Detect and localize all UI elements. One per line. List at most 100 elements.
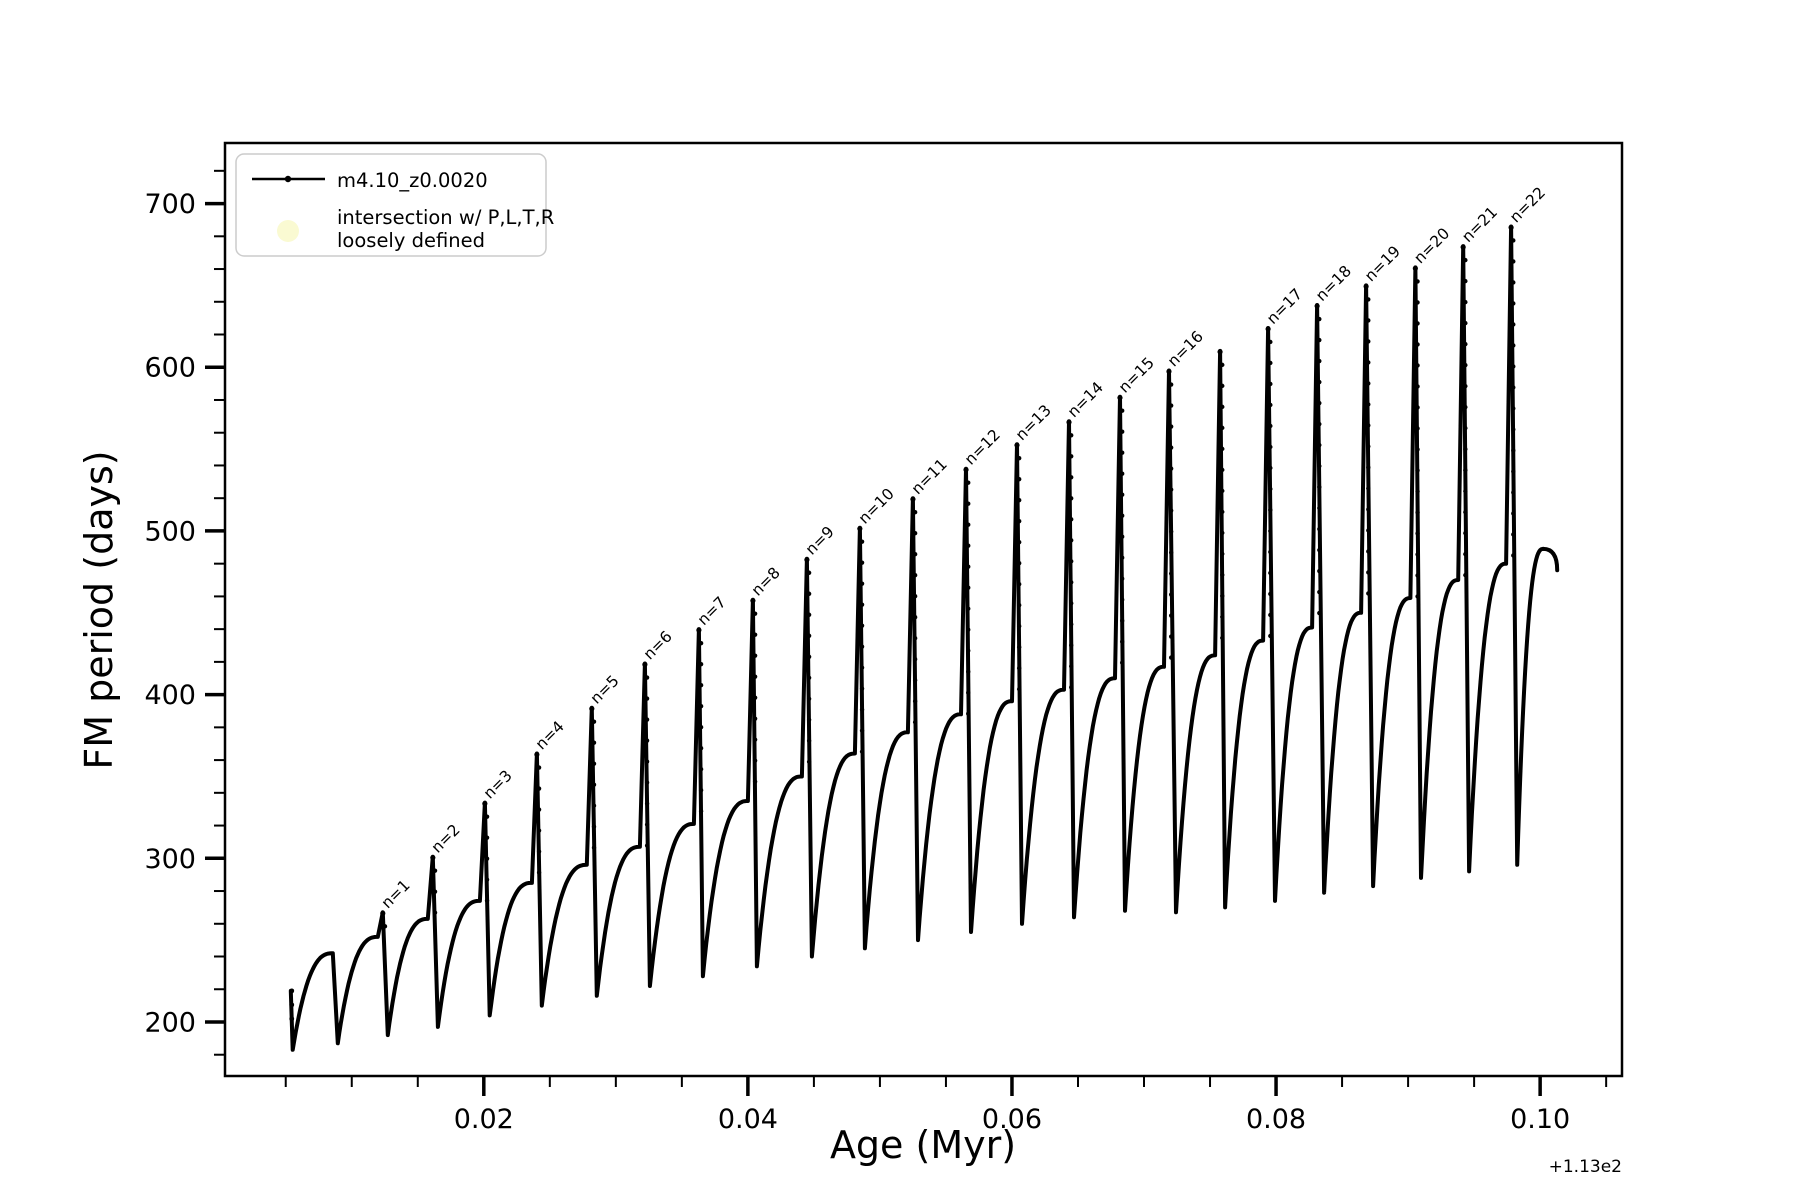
data-point-marker <box>698 787 704 793</box>
y-axis-label: FM period (days) <box>77 450 121 769</box>
data-point-marker <box>1119 618 1125 623</box>
data-point-marker <box>857 526 863 532</box>
data-point-marker <box>912 572 918 578</box>
data-point-marker <box>912 719 918 725</box>
data-point-marker <box>1463 383 1468 389</box>
data-curve <box>288 224 1560 1052</box>
data-point-marker <box>1220 635 1225 641</box>
data-point-marker <box>484 814 490 819</box>
data-point-marker <box>1463 509 1468 515</box>
data-point-marker <box>1317 610 1322 616</box>
data-point-marker <box>589 706 595 712</box>
axis-tick-labels: 0.02 0.04 0.06 0.08 0.10 200 300 400 500 600 700 <box>144 189 1570 1135</box>
data-point-marker <box>1069 685 1074 690</box>
data-point-marker <box>1366 423 1371 428</box>
x-axis-label: Age (Myr) <box>830 1123 1016 1167</box>
data-point-marker <box>1511 322 1516 327</box>
data-point-marker <box>1366 360 1371 365</box>
data-point-marker <box>698 703 704 709</box>
data-point-marker <box>1268 570 1273 576</box>
data-point-marker <box>1317 442 1322 448</box>
series-line-end <box>1541 546 1560 573</box>
data-point-marker <box>1220 593 1225 599</box>
data-point-marker <box>1511 532 1516 537</box>
data-point-marker <box>1119 513 1125 518</box>
data-point-marker <box>591 803 597 808</box>
data-point-marker <box>1463 488 1468 494</box>
data-point-marker <box>482 801 488 807</box>
data-point-marker <box>1366 465 1371 470</box>
data-point-marker <box>1317 379 1322 385</box>
data-point-marker <box>1168 655 1174 660</box>
data-point-marker <box>752 716 758 721</box>
data-point-marker <box>859 686 865 691</box>
data-point-marker <box>1268 339 1273 345</box>
data-point-marker <box>752 674 758 679</box>
spike-label: n=10 <box>855 485 898 528</box>
data-point-marker <box>1119 639 1125 644</box>
data-point-marker <box>912 551 918 557</box>
data-point-marker <box>1317 358 1322 364</box>
data-point-marker <box>1317 400 1322 406</box>
data-point-marker <box>752 695 758 700</box>
data-point-marker <box>1366 444 1371 449</box>
data-point-marker <box>1463 299 1468 305</box>
x-tick-label: 0.10 <box>1510 1104 1570 1135</box>
data-point-marker <box>1463 530 1468 536</box>
data-point-marker <box>859 665 865 670</box>
data-point-marker <box>1016 602 1022 608</box>
data-point-marker <box>1317 337 1322 343</box>
legend-entry-series: m4.10_z0.0020 <box>337 169 488 192</box>
data-point-marker <box>1268 381 1273 387</box>
data-point-marker <box>1415 468 1420 473</box>
data-point-marker <box>1366 318 1371 323</box>
data-point-marker <box>1220 425 1225 431</box>
data-point-marker <box>1119 429 1125 434</box>
data-point-marker <box>382 924 388 929</box>
data-point-marker <box>1511 490 1516 495</box>
data-point-marker <box>1463 467 1468 473</box>
data-point-marker <box>912 530 918 536</box>
data-point-marker <box>1016 455 1022 461</box>
data-point-marker <box>1016 686 1022 692</box>
data-point-marker <box>432 910 438 915</box>
data-point-marker <box>1016 581 1022 587</box>
data-point-marker <box>752 737 758 742</box>
data-point-marker <box>1463 320 1468 326</box>
data-point-marker <box>1220 404 1225 410</box>
data-point-marker <box>1366 339 1371 344</box>
data-point-marker <box>966 627 971 632</box>
spike-label: n=20 <box>1411 224 1454 267</box>
data-point-marker <box>1366 297 1371 302</box>
data-point-marker <box>1511 280 1516 285</box>
legend-intersection-marker-icon <box>277 220 299 242</box>
data-point-marker <box>1168 466 1174 471</box>
data-point-marker <box>1511 448 1516 453</box>
spike-label: n=12 <box>961 426 1004 469</box>
data-point-marker <box>1415 384 1420 389</box>
spike-label: n=6 <box>640 627 676 663</box>
data-point-marker <box>1317 526 1322 532</box>
series-line <box>288 224 1546 1052</box>
spike-label: n=13 <box>1012 401 1055 444</box>
data-point-marker <box>912 677 918 683</box>
y-tick-label: 200 <box>144 1007 196 1038</box>
data-point-marker <box>1268 360 1273 366</box>
data-point-marker <box>966 564 971 569</box>
data-point-marker <box>1220 362 1225 368</box>
spike-label: n=2 <box>428 821 464 857</box>
data-point-marker <box>1268 507 1273 513</box>
data-point-marker <box>1508 224 1514 231</box>
data-point-marker <box>806 570 812 575</box>
data-point-marker <box>698 724 704 730</box>
data-point-marker <box>1016 623 1022 629</box>
data-point-marker <box>1069 475 1074 480</box>
data-point-marker <box>1415 531 1420 536</box>
data-point-marker <box>1168 382 1174 387</box>
data-point-marker <box>1511 427 1516 432</box>
data-point-marker <box>1463 446 1468 452</box>
data-point-marker <box>912 635 918 641</box>
data-point-marker <box>642 661 648 668</box>
data-point-marker <box>1415 426 1420 431</box>
